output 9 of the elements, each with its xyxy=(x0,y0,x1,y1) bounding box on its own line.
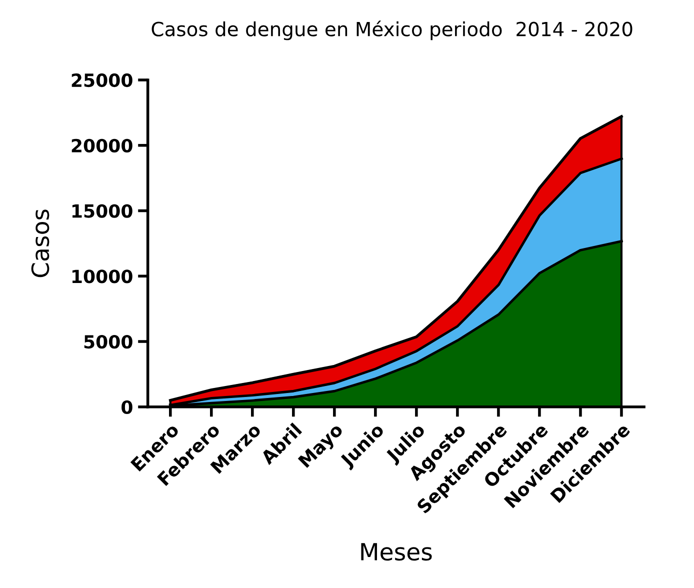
y-tick-label: 5000 xyxy=(84,334,132,349)
chart-title: Casos de dengue en México periodo 2014 - 2020 xyxy=(152,20,632,40)
y-tick-label: 20000 xyxy=(72,138,132,152)
x-axis-title: Meses xyxy=(361,543,432,561)
y-axis-title: Casos xyxy=(31,210,50,278)
y-tick-label: 10000 xyxy=(72,270,132,284)
y-tick-label: 25000 xyxy=(72,73,132,88)
y-tick-label: 15000 xyxy=(72,204,132,218)
y-tick-label: 0 xyxy=(122,400,132,414)
